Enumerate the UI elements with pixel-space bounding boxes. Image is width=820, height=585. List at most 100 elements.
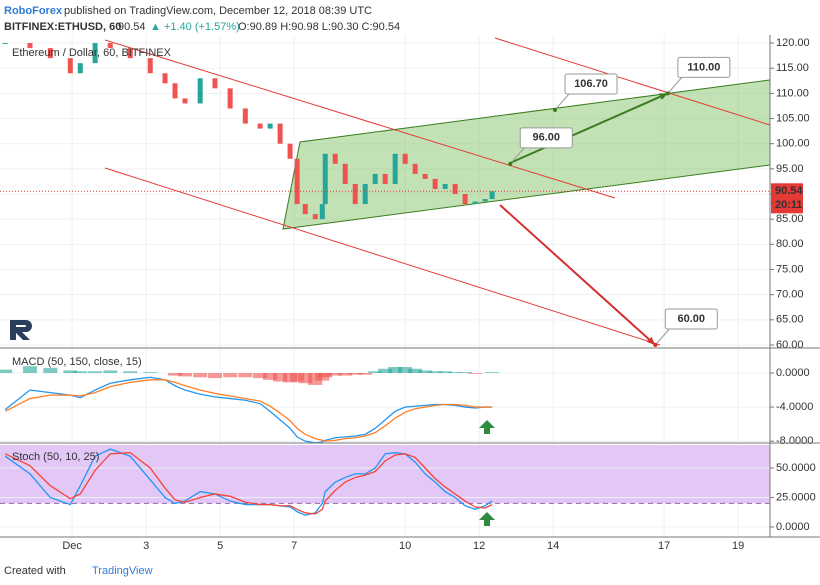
histogram-bar — [448, 372, 463, 373]
histogram-bar — [223, 373, 238, 378]
candle — [197, 78, 203, 104]
annotation-label: 96.00 — [532, 132, 560, 144]
candle — [302, 204, 308, 215]
up-arrow-icon — [479, 420, 495, 434]
candle — [27, 43, 33, 49]
histogram-bar — [458, 372, 473, 373]
histogram-bar — [428, 371, 443, 373]
indicator-line — [4, 379, 493, 442]
red-trendline — [104, 39, 616, 199]
histogram-bar — [178, 373, 193, 377]
x-tick-label: Dec — [62, 540, 82, 552]
candle — [322, 153, 328, 205]
candle — [342, 163, 348, 184]
y-tick-label: 105.00 — [776, 112, 810, 124]
candle — [227, 88, 233, 109]
candle — [2, 43, 8, 45]
candle — [147, 58, 153, 74]
candle — [294, 158, 300, 205]
histogram-bar — [193, 373, 208, 378]
plot: Dec 3 5 7 10 12 14 17 19 60.00 65.00 70.00 75.00 80.0… — [0, 35, 816, 552]
candle — [212, 78, 218, 89]
annotation-point — [665, 91, 670, 96]
histogram-bar — [438, 371, 453, 373]
y-tick-label: 0.0000 — [776, 521, 810, 533]
x-tick-label: 12 — [473, 540, 485, 552]
panel-title: Stoch (50, 10, 25) — [12, 451, 99, 463]
y-tick-label: 60.00 — [776, 339, 804, 351]
histogram-bar — [338, 373, 353, 376]
header-author: RoboForex — [4, 5, 63, 17]
histogram-bar — [485, 372, 500, 373]
arrow — [499, 204, 656, 346]
histogram-bar — [308, 373, 323, 385]
histogram-bar — [43, 367, 58, 373]
histogram-bar — [143, 372, 158, 373]
candle — [442, 183, 448, 189]
candle — [257, 123, 263, 129]
annotation-box — [677, 56, 731, 78]
header-published: published on TradingView.com, December 1… — [64, 5, 372, 17]
arrow — [509, 92, 669, 164]
histogram-bar — [168, 373, 183, 376]
histogram-bar — [298, 373, 313, 384]
indicator-line — [4, 452, 493, 515]
histogram-bar — [290, 373, 305, 382]
annotation-label: 106.70 — [574, 78, 608, 90]
histogram-bar — [88, 371, 103, 373]
candle — [92, 43, 98, 64]
candle — [287, 143, 293, 159]
candle — [267, 123, 273, 129]
footer-brand: TradingView — [92, 565, 153, 577]
annotation-point — [653, 342, 658, 347]
y-tick-label: 115.00 — [776, 62, 809, 74]
histogram-bar — [22, 366, 37, 373]
x-tick-label: 3 — [143, 540, 149, 552]
header-last: 90.54 — [118, 21, 146, 33]
candle — [402, 153, 408, 164]
candle — [162, 73, 168, 84]
histogram-bar — [103, 370, 118, 373]
histogram-bar — [358, 373, 373, 375]
x-tick-label: 7 — [291, 540, 297, 552]
histogram-bar — [468, 373, 483, 374]
header-change: ▲ +1.40 (+1.57%) — [150, 21, 240, 33]
last-price-box — [771, 183, 803, 214]
y-tick-label: -4.0000 — [776, 401, 813, 413]
candle — [432, 178, 438, 189]
candle — [482, 199, 488, 202]
histogram-bar — [0, 369, 13, 373]
histogram-bar — [273, 373, 288, 382]
annotation-leader — [509, 147, 525, 165]
candle — [242, 108, 248, 124]
annotation-leader — [554, 93, 570, 111]
annotation-label: 110.00 — [687, 61, 720, 73]
footer-text: Created with — [4, 565, 66, 577]
y-tick-label: 25.0000 — [776, 491, 816, 503]
red-trendline — [104, 167, 661, 346]
y-tick-label: -8.0000 — [776, 435, 813, 447]
candle — [77, 63, 83, 74]
candle — [107, 43, 113, 49]
candle — [277, 123, 283, 144]
histogram-bar — [238, 373, 253, 378]
candle — [127, 48, 133, 59]
candle — [392, 153, 398, 184]
last-price-label: 90.54 — [775, 185, 803, 197]
annotation-point — [553, 107, 558, 112]
y-tick-label: 50.0000 — [776, 462, 816, 474]
candle — [382, 173, 388, 184]
y-tick-label: 0.0000 — [776, 367, 810, 379]
x-tick-label: 14 — [547, 540, 559, 552]
histogram-bar — [398, 367, 413, 373]
candle — [412, 163, 418, 174]
y-tick-label: 120.00 — [776, 37, 810, 49]
candle — [172, 83, 178, 99]
candle — [47, 48, 53, 59]
y-tick-label: 65.00 — [776, 314, 804, 326]
histogram-bar — [408, 368, 423, 373]
up-arrow-icon — [479, 512, 495, 526]
header-symbol: BITFINEX:ETHUSD, 60 — [4, 21, 121, 33]
candle — [372, 173, 378, 184]
